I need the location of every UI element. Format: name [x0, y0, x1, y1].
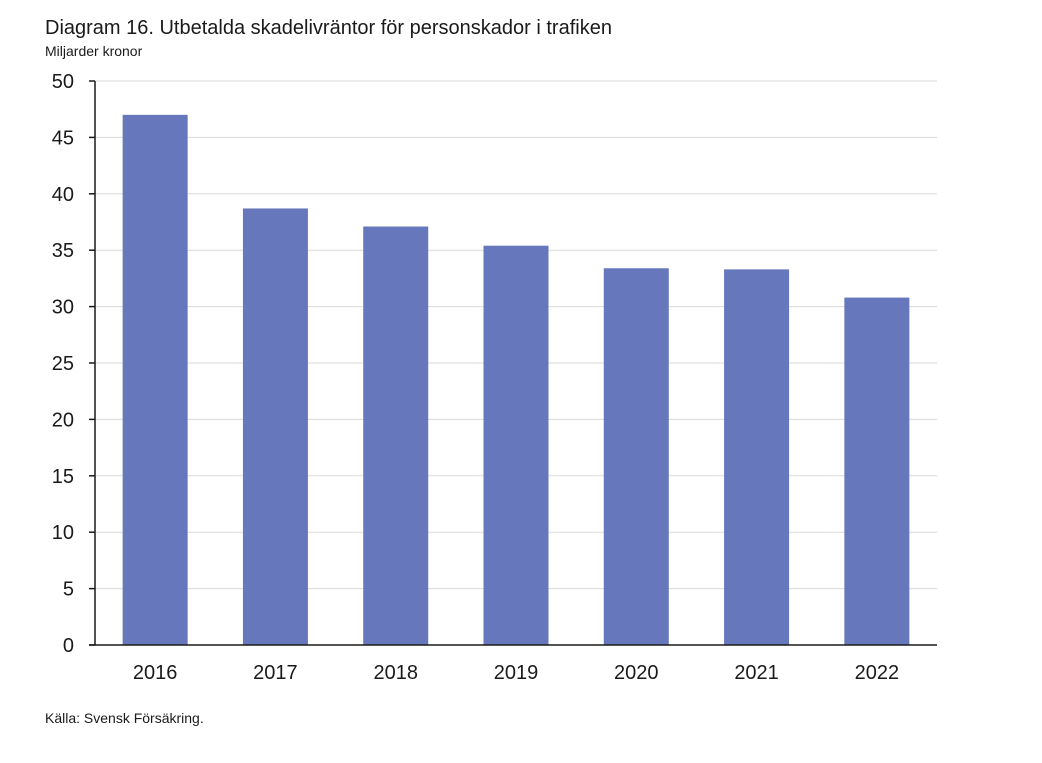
y-tick-label: 20: [52, 409, 74, 431]
y-tick-label: 35: [52, 240, 74, 262]
x-tick-label: 2017: [253, 662, 298, 684]
axes: [89, 80, 937, 646]
x-tick-label: 2022: [855, 662, 900, 684]
y-tick-labels: 0 5 10 15 20 25 30 35 40 45 50: [52, 71, 74, 657]
y-tick-label: 10: [52, 522, 74, 544]
bar-2018: [363, 226, 429, 645]
y-tick-label: 25: [52, 353, 74, 375]
y-tick-label: 30: [52, 297, 74, 319]
bar-2021: [724, 269, 790, 645]
bar-2020: [603, 268, 669, 645]
chart-unit-label: Miljarder kronor: [45, 43, 143, 59]
y-tick-label: 0: [63, 635, 74, 657]
y-tick-label: 15: [52, 466, 74, 488]
bars: [122, 114, 910, 646]
y-tick-label: 5: [63, 579, 74, 601]
bar-2022: [844, 297, 910, 645]
y-tick-label: 45: [52, 127, 74, 149]
bar-2016: [122, 114, 188, 646]
x-tick-label: 2020: [614, 662, 659, 684]
chart-title: Diagram 16. Utbetalda skadelivräntor för…: [45, 17, 612, 39]
bar-2019: [483, 245, 549, 646]
x-tick-labels: 2016 2017 2018 2019 2020 2021 2022: [133, 662, 899, 684]
x-tick-label: 2019: [494, 662, 539, 684]
y-tick-label: 40: [52, 184, 74, 206]
x-tick-label: 2016: [133, 662, 178, 684]
source-note: Källa: Svensk Försäkring.: [45, 710, 204, 726]
y-tick-label: 50: [52, 71, 74, 93]
bar-2017: [242, 208, 308, 646]
x-tick-label: 2021: [734, 662, 779, 684]
x-tick-label: 2018: [373, 662, 418, 684]
